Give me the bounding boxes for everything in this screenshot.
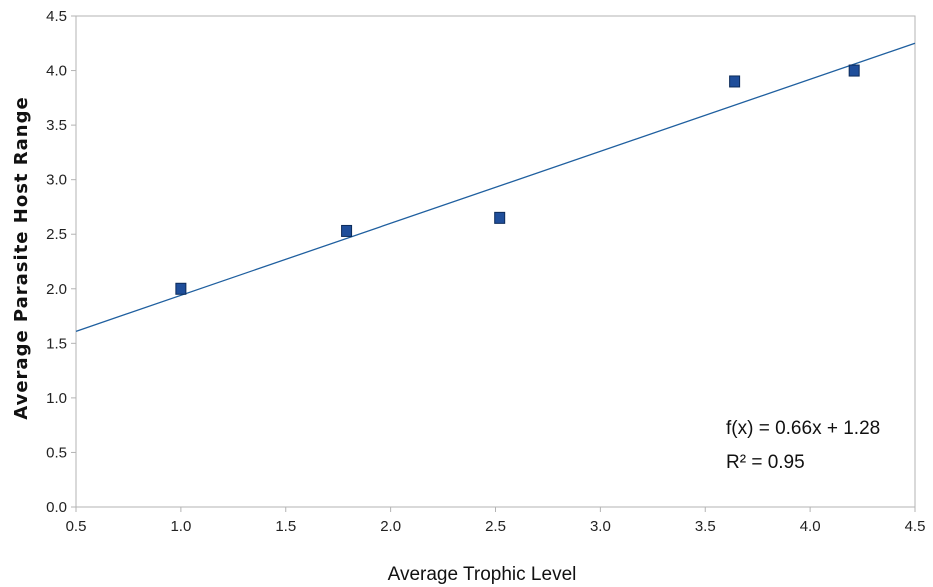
y-tick-label: 3.0 (46, 172, 67, 189)
data-point (729, 75, 741, 88)
x-tick-label: 2.5 (485, 518, 506, 535)
y-tick-label: 1.0 (46, 390, 67, 407)
data-point (848, 64, 860, 77)
data-point (494, 211, 506, 224)
x-tick-label: 1.0 (170, 518, 191, 535)
y-axis-title: Average Parasite Host Range (11, 96, 32, 419)
y-tick-label: 2.0 (46, 281, 67, 298)
x-tick-label: 3.5 (695, 518, 716, 535)
x-tick-label: 3.0 (590, 518, 611, 535)
y-tick-label: 0.5 (46, 444, 67, 461)
y-tick-label: 1.5 (46, 335, 67, 352)
x-tick-label: 0.5 (66, 518, 87, 535)
data-points (175, 64, 860, 295)
trendline-group (75, 42, 916, 332)
y-tick-label: 0.0 (46, 499, 67, 516)
y-tick-label: 2.5 (46, 226, 67, 243)
data-point (175, 282, 187, 295)
x-tick-label: 4.5 (905, 518, 926, 535)
trendline (75, 42, 916, 332)
y-tick-label: 4.0 (46, 63, 67, 80)
x-tick-label: 4.0 (800, 518, 821, 535)
x-axis-ticks: 0.5 1.0 1.5 2.0 2.5 3.0 3.5 4.0 4.5 (66, 507, 926, 535)
x-tick-label: 1.5 (275, 518, 296, 535)
x-axis-title: Average Trophic Level (388, 564, 577, 585)
x-tick-label: 2.0 (380, 518, 401, 535)
trendline-equation: f(x) = 0.66x + 1.28 (726, 418, 880, 439)
y-tick-label: 3.5 (46, 117, 67, 134)
data-point (341, 224, 353, 237)
y-tick-label: 4.5 (46, 8, 67, 25)
y-axis-ticks: 0.0 0.5 1.0 1.5 2.0 2.5 3.0 3.5 4.0 4.5 (46, 8, 76, 516)
trendline-r-squared: R² = 0.95 (726, 452, 805, 473)
